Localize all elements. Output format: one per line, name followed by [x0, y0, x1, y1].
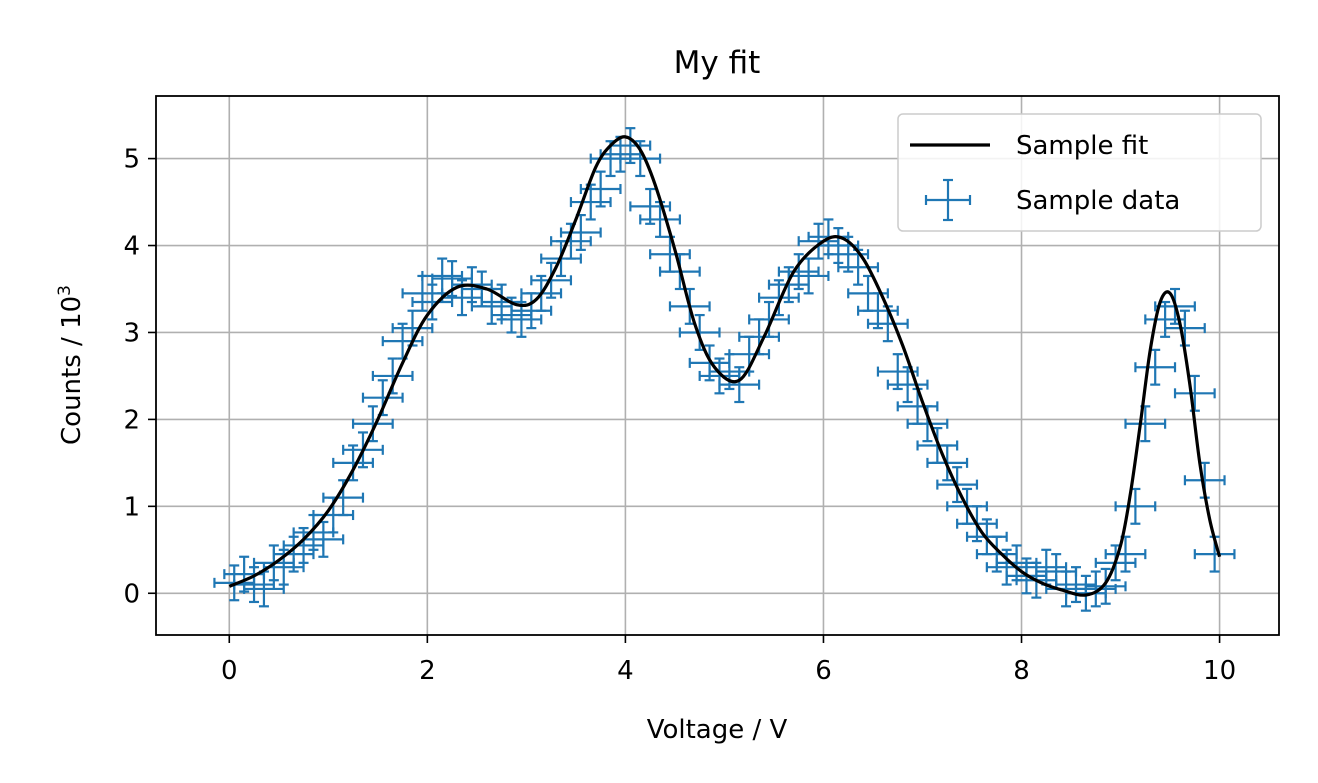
x-tick-label: 0: [221, 656, 238, 686]
legend-box: [897, 113, 1262, 232]
data-point: [243, 570, 285, 608]
x-tick-label: 8: [1013, 656, 1030, 686]
x-tick-label: 4: [617, 656, 634, 686]
y-tick-label: 2: [123, 405, 140, 435]
data-point: [569, 183, 612, 221]
y-axis-label: Counts / 103: [55, 285, 87, 445]
y-axis-label-exponent: 3: [55, 285, 75, 296]
data-point: [332, 444, 374, 482]
data-point: [906, 405, 949, 443]
data-point: [748, 300, 790, 338]
plot-frame: [155, 95, 1280, 636]
data-point: [381, 322, 424, 360]
data-point: [1074, 570, 1117, 608]
y-tick-label: 3: [123, 318, 140, 348]
x-axis-label: Voltage / V: [647, 715, 788, 745]
y-axis-label-group: Counts / 103: [55, 285, 87, 445]
y-tick-label: 5: [123, 145, 140, 175]
data-point: [1124, 405, 1167, 443]
data-point: [886, 366, 929, 404]
legend-fit-label: Sample fit: [1016, 131, 1148, 161]
data-point: [609, 127, 652, 165]
x-tick-label: 2: [419, 656, 436, 686]
y-axis-ticks: 0 1 2 3 4 5: [123, 145, 156, 609]
x-tick-label: 6: [815, 656, 832, 686]
data-point: [411, 283, 454, 321]
y-axis-label-text: Counts / 10: [57, 296, 87, 445]
data-point: [777, 253, 820, 291]
fit-line: [228, 135, 1222, 597]
data-point: [866, 305, 909, 343]
chart-title: My fit: [674, 45, 761, 81]
data-point: [1164, 309, 1206, 347]
y-tick-label: 0: [123, 579, 140, 609]
data-point: [718, 366, 761, 404]
legend: Sample fit Sample data: [897, 113, 1262, 232]
data-point: [639, 200, 681, 238]
x-tick-label: 10: [1203, 656, 1236, 686]
data-point: [500, 300, 543, 338]
data-point: [351, 405, 394, 443]
data-point: [559, 214, 602, 251]
data-point: [302, 520, 345, 558]
data-point: [530, 261, 573, 299]
legend-data-label: Sample data: [1016, 186, 1180, 216]
x-axis-ticks: 0 2 4 6 8 10: [221, 635, 1236, 686]
data-point: [876, 353, 919, 391]
y-tick-label: 4: [123, 232, 140, 262]
data-point: [1084, 567, 1127, 605]
data-point: [678, 313, 721, 351]
data-point: [421, 257, 464, 295]
data-point: [757, 279, 800, 317]
y-tick-label: 1: [123, 492, 140, 522]
legend-data-swatch: [924, 178, 972, 222]
